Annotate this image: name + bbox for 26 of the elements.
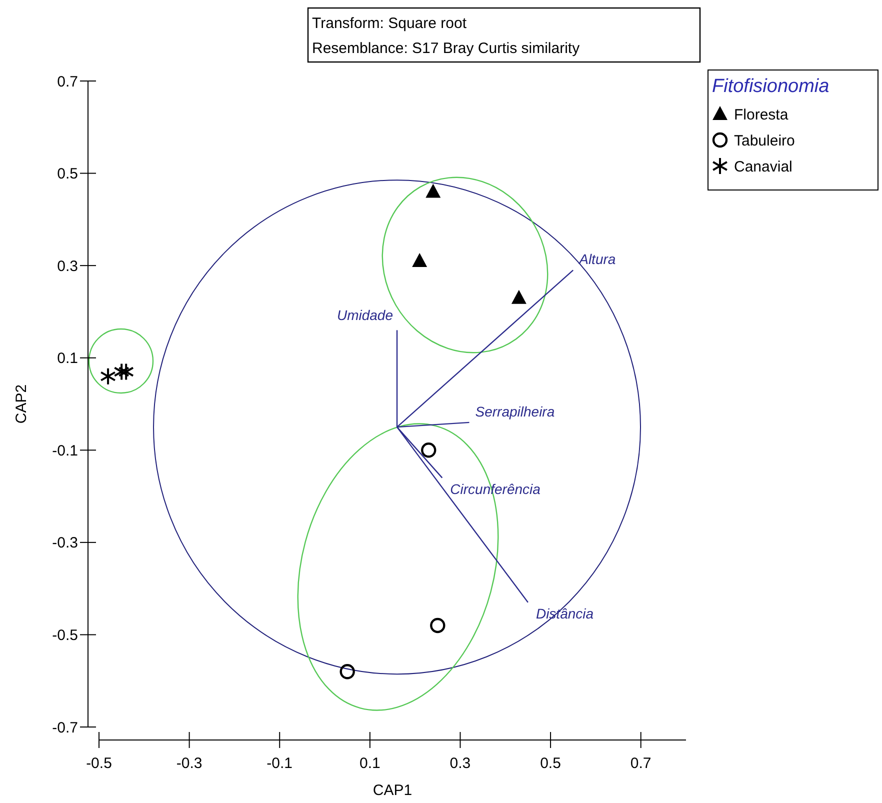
x-tick-label: 0.1 <box>359 755 380 772</box>
y-tick-label: 0.5 <box>57 166 78 183</box>
y-axis-title: CAP2 <box>13 384 30 424</box>
y-tick-label: -0.7 <box>52 719 78 736</box>
legend-label: Tabuleiro <box>734 132 795 150</box>
y-tick-label: -0.5 <box>52 626 78 644</box>
series-label: Umidade <box>336 307 394 324</box>
y-tick-label: 0.1 <box>57 350 78 368</box>
chart-title: Transform: Square root <box>312 15 468 32</box>
series-label: Altura <box>578 251 616 268</box>
x-tick-label: -0.3 <box>176 755 202 772</box>
x-tick-label: 0.3 <box>450 755 471 772</box>
chart-subtitle: Resemblance: S17 Bray Curtis similarity <box>312 40 580 57</box>
y-tick-label: -0.1 <box>52 442 78 460</box>
y-tick-label: 0.7 <box>57 73 78 90</box>
x-tick-label: -0.5 <box>86 755 112 772</box>
x-tick-label: -0.1 <box>266 755 293 772</box>
y-tick-label: 0.3 <box>57 258 78 275</box>
legend-title: Fitofisionomia <box>712 76 830 97</box>
legend-label: Floresta <box>734 106 789 124</box>
legend-label: Canavial <box>734 158 792 176</box>
x-tick-label: 0.7 <box>630 755 652 772</box>
y-tick-label: -0.3 <box>52 534 78 552</box>
x-axis-title: CAP1 <box>372 782 412 799</box>
series-label: Serrapilheira <box>475 403 555 420</box>
x-tick-label: 0.5 <box>540 755 561 772</box>
